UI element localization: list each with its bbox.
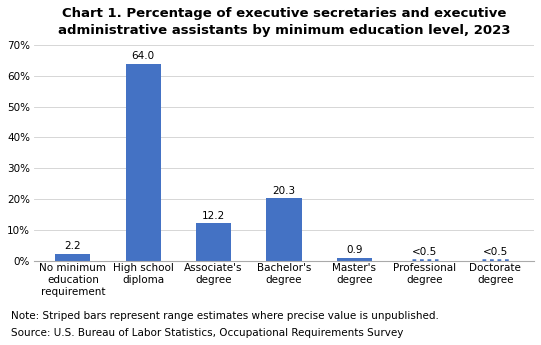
Bar: [337, 258, 372, 261]
Text: Source: U.S. Bureau of Labor Statistics, Occupational Requirements Survey: Source: U.S. Bureau of Labor Statistics,…: [11, 328, 403, 338]
Text: <0.5: <0.5: [483, 247, 508, 257]
Bar: [196, 223, 231, 261]
Text: 0.9: 0.9: [346, 245, 363, 255]
Text: Note: Striped bars represent range estimates where precise value is unpublished.: Note: Striped bars represent range estim…: [11, 311, 439, 321]
Bar: [267, 198, 302, 261]
Text: 2.2: 2.2: [64, 241, 81, 252]
Text: 20.3: 20.3: [273, 186, 295, 196]
Title: Chart 1. Percentage of executive secretaries and executive
administrative assist: Chart 1. Percentage of executive secreta…: [58, 7, 510, 37]
Bar: [55, 254, 90, 261]
Text: 64.0: 64.0: [131, 51, 155, 61]
Bar: [126, 63, 161, 261]
Text: 12.2: 12.2: [202, 211, 225, 221]
Text: <0.5: <0.5: [412, 247, 438, 257]
